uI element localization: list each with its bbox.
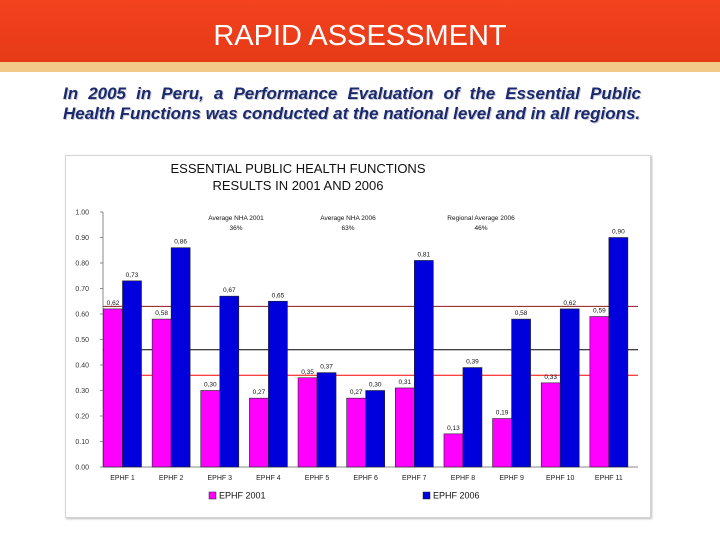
data-label: 0,39: [466, 359, 479, 366]
bar-2006: [219, 295, 240, 468]
x-tick-label: EPHF 1: [110, 475, 135, 482]
intro-paragraph: In 2005 in Peru, a Performance Evaluatio…: [63, 84, 641, 123]
legend-swatch: [422, 491, 431, 500]
data-label: 0,19: [496, 410, 509, 417]
reference-line-name: Average NHA 2001: [208, 215, 264, 222]
x-tick-label: EPHF 11: [595, 475, 623, 482]
data-label: 0,90: [612, 229, 625, 236]
bar-2001: [589, 316, 610, 468]
data-label: 0,30: [204, 382, 217, 389]
bar-2006: [170, 247, 191, 468]
y-tick-label: 0.60: [75, 312, 89, 319]
legend-swatch: [208, 491, 217, 500]
data-label: 0,58: [155, 310, 168, 317]
reference-line-value: 46%: [474, 225, 487, 232]
reference-line-name: Average NHA 2006: [320, 215, 376, 222]
bar-chart: ESSENTIAL PUBLIC HEALTH FUNCTIONS RESULT…: [75, 161, 638, 501]
x-tick-label: EPHF 8: [451, 475, 476, 482]
bar-2001: [346, 397, 366, 468]
y-tick-label: 0.00: [75, 465, 89, 472]
bar-2001: [151, 318, 172, 468]
data-label: 0,59: [593, 308, 606, 315]
data-label: 0,58: [515, 310, 528, 317]
data-label: 0,81: [417, 251, 430, 258]
bar-2001: [443, 433, 464, 468]
y-tick-label: 0.90: [75, 235, 89, 242]
reference-line-name: Regional Average 2006: [447, 215, 515, 222]
bar-2006: [559, 308, 580, 468]
bar-2001: [249, 397, 269, 468]
bar-2001: [200, 390, 221, 468]
accent-stripe: [0, 62, 720, 72]
bar-2006: [511, 318, 531, 468]
y-tick-label: 1.00: [75, 210, 89, 217]
data-label: 0,35: [301, 369, 314, 376]
bar-2006: [462, 367, 483, 468]
y-tick-label: 0.80: [75, 261, 89, 268]
bar-2006: [122, 280, 142, 468]
bar-2006: [316, 372, 337, 468]
data-label: 0,31: [398, 379, 411, 386]
y-tick-label: 0.30: [75, 388, 89, 395]
y-tick-label: 0.40: [75, 363, 89, 370]
chart-subtitle: RESULTS IN 2001 AND 2006: [212, 178, 383, 193]
data-label: 0,27: [350, 389, 363, 396]
legend-label: EPHF 2006: [433, 491, 480, 501]
data-label: 0,13: [447, 425, 460, 432]
bar-2006: [414, 260, 434, 468]
x-tick-label: EPHF 4: [256, 475, 281, 482]
title-banner: RAPID ASSESSMENT: [0, 0, 720, 62]
data-label: 0,67: [223, 287, 236, 294]
bar-2006: [365, 390, 385, 468]
bar-2001: [540, 382, 561, 468]
y-tick-label: 0.10: [75, 439, 89, 446]
legend-label: EPHF 2001: [219, 491, 266, 501]
bar-2006: [268, 300, 288, 468]
reference-line-value: 36%: [229, 225, 242, 232]
x-tick-label: EPHF 2: [159, 475, 184, 482]
data-label: 0,65: [272, 292, 285, 299]
data-label: 0,86: [174, 239, 187, 246]
data-label: 0,27: [253, 389, 266, 396]
data-label: 0,62: [107, 300, 120, 307]
x-tick-label: EPHF 9: [499, 475, 524, 482]
bar-2006: [608, 237, 629, 468]
slide-title: RAPID ASSESSMENT: [213, 20, 507, 52]
x-tick-label: EPHF 10: [546, 475, 575, 482]
y-tick-label: 0.70: [75, 286, 89, 293]
y-tick-label: 0.20: [75, 414, 89, 421]
x-tick-label: EPHF 7: [402, 475, 427, 482]
data-label: 0,37: [320, 364, 333, 371]
x-tick-label: EPHF 3: [208, 475, 233, 482]
y-tick-label: 0.50: [75, 337, 89, 344]
reference-line-value: 63%: [341, 225, 354, 232]
x-tick-label: EPHF 5: [305, 475, 330, 482]
bar-2001: [297, 377, 318, 468]
data-label: 0,30: [369, 382, 382, 389]
bar-2001: [395, 387, 415, 468]
chart-panel: ESSENTIAL PUBLIC HEALTH FUNCTIONS RESULT…: [65, 155, 651, 518]
x-tick-label: EPHF 6: [353, 475, 378, 482]
data-label: 0,33: [544, 374, 557, 381]
data-label: 0,62: [563, 300, 576, 307]
bar-2001: [103, 308, 123, 468]
bar-2001: [492, 418, 512, 468]
data-label: 0,73: [126, 272, 139, 279]
chart-title: ESSENTIAL PUBLIC HEALTH FUNCTIONS: [171, 161, 426, 176]
